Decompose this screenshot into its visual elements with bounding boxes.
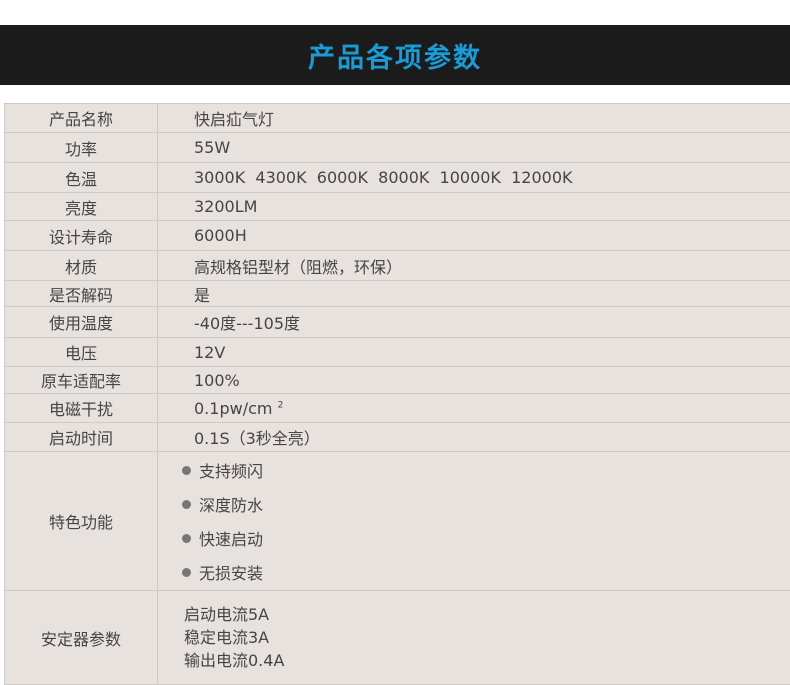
feature-list: 支持频闪 深度防水 快速启动 无损安装 xyxy=(158,452,790,591)
bullet-icon xyxy=(182,568,191,577)
spec-value: 55W xyxy=(158,133,790,163)
table-row: 材质高规格铝型材（阻燃，环保） xyxy=(5,251,790,281)
spec-key: 是否解码 xyxy=(5,281,158,307)
spec-key: 使用温度 xyxy=(5,307,158,338)
spec-key: 电压 xyxy=(5,338,158,367)
spec-value: 6000H xyxy=(158,221,790,251)
spec-value: 3000K 4300K 6000K 8000K 10000K 12000K xyxy=(158,163,790,193)
spec-value: -40度---105度 xyxy=(158,307,790,338)
spec-value: 高规格铝型材（阻燃，环保） xyxy=(158,251,790,281)
list-item: 快速启动 xyxy=(182,521,790,555)
spec-value: 快启疝气灯 xyxy=(158,104,790,133)
ballast-list: 启动电流5A 稳定电流3A 输出电流0.4A xyxy=(158,591,790,685)
feature-text: 支持频闪 xyxy=(199,458,263,482)
superscript: 2 xyxy=(278,400,284,410)
bullet-icon xyxy=(182,500,191,509)
list-item: 输出电流0.4A xyxy=(184,649,790,672)
spec-key: 产品名称 xyxy=(5,104,158,133)
table-row: 是否解码是 xyxy=(5,281,790,307)
spec-key: 材质 xyxy=(5,251,158,281)
table-row: 特色功能 支持频闪 深度防水 快速启动 无损安装 xyxy=(5,452,790,591)
spec-key: 原车适配率 xyxy=(5,367,158,394)
spec-value: 0.1pw/cm 2 xyxy=(158,394,790,423)
spec-key: 电磁干扰 xyxy=(5,394,158,423)
feature-text: 快速启动 xyxy=(199,526,263,550)
header-banner: 产品各项参数 xyxy=(0,25,790,85)
list-item: 稳定电流3A xyxy=(184,626,790,649)
table-row: 安定器参数 启动电流5A 稳定电流3A 输出电流0.4A xyxy=(5,591,790,685)
feature-text: 无损安装 xyxy=(199,560,263,584)
table-row: 产品名称快启疝气灯 xyxy=(5,104,790,133)
spec-value: 12V xyxy=(158,338,790,367)
bullet-icon xyxy=(182,534,191,543)
list-item: 深度防水 xyxy=(182,487,790,521)
list-item: 支持频闪 xyxy=(182,453,790,487)
spec-value: 是 xyxy=(158,281,790,307)
list-item: 无损安装 xyxy=(182,555,790,589)
spec-key: 启动时间 xyxy=(5,423,158,452)
spec-value: 100% xyxy=(158,367,790,394)
spec-key: 特色功能 xyxy=(5,452,158,591)
spec-value: 0.1S（3秒全亮） xyxy=(158,423,790,452)
table-row: 使用温度-40度---105度 xyxy=(5,307,790,338)
value-text: 0.1pw/cm xyxy=(194,399,272,418)
spec-key: 安定器参数 xyxy=(5,591,158,685)
list-item: 启动电流5A xyxy=(184,603,790,626)
bullet-icon xyxy=(182,466,191,475)
spec-key: 设计寿命 xyxy=(5,221,158,251)
page-title: 产品各项参数 xyxy=(308,36,482,75)
spec-key: 色温 xyxy=(5,163,158,193)
spec-value: 3200LM xyxy=(158,193,790,221)
spec-key: 亮度 xyxy=(5,193,158,221)
spec-key: 功率 xyxy=(5,133,158,163)
feature-text: 深度防水 xyxy=(199,492,263,516)
